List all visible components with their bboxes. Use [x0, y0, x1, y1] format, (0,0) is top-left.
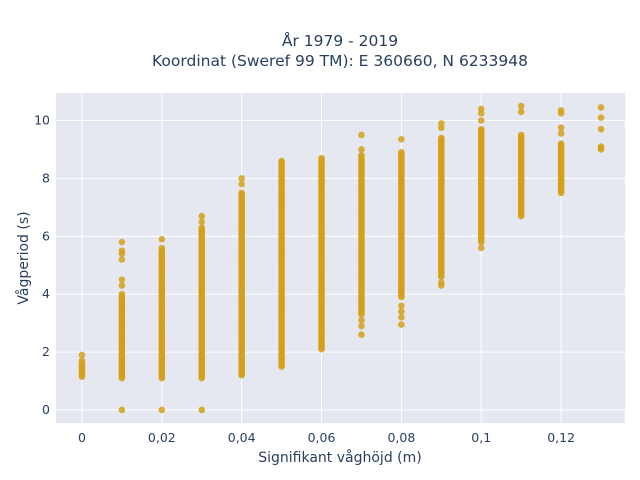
data-point [358, 316, 365, 324]
data-point [477, 117, 485, 124]
data-point [557, 124, 565, 132]
data-point [358, 151, 365, 159]
data-point [238, 175, 245, 182]
x-tick-label: 0 [78, 430, 86, 445]
data-point [78, 357, 86, 365]
chart-title-line-2: Koordinat (Sweref 99 TM): E 360660, N 62… [152, 52, 528, 70]
data-point [198, 224, 206, 231]
chart-title-line-1: År 1979 - 2019 [282, 31, 398, 50]
data-point [557, 130, 565, 137]
data-point [358, 146, 365, 153]
data-point [198, 406, 206, 414]
x-tick-label: 0,1 [471, 430, 491, 445]
data-point [398, 308, 405, 315]
data-point [477, 244, 485, 252]
x-tick-label: 0,06 [308, 430, 336, 445]
data-point [198, 218, 206, 226]
data-point [398, 302, 405, 310]
data-point [118, 290, 126, 298]
data-point [438, 279, 445, 286]
data-point [118, 256, 126, 263]
data-point [78, 351, 86, 359]
data-point [398, 314, 405, 321]
data-point [158, 406, 166, 414]
y-tick-label: 4 [42, 286, 50, 301]
data-point [438, 134, 445, 142]
data-point [158, 235, 166, 243]
data-point [358, 331, 365, 339]
data-point [557, 140, 565, 147]
data-point [118, 406, 126, 414]
data-point [438, 120, 445, 127]
data-point [318, 154, 325, 162]
x-tick-label: 0,12 [547, 430, 575, 445]
data-point [238, 180, 245, 188]
x-tick-label: 0,08 [387, 430, 415, 445]
data-point [118, 247, 126, 255]
y-tick-label: 6 [42, 228, 50, 243]
data-point [398, 149, 405, 156]
data-point [477, 105, 485, 113]
data-point [557, 107, 565, 114]
data-point [398, 136, 405, 143]
data-point [398, 321, 405, 328]
y-axis-title: Vågperiod (s) [15, 211, 32, 304]
data-point [358, 322, 365, 330]
y-tick-label: 8 [42, 170, 50, 185]
x-axis-title: Signifikant våghöjd (m) [258, 449, 421, 466]
data-point [597, 114, 605, 121]
plot-area [56, 93, 625, 423]
y-tick-label: 2 [42, 344, 50, 359]
data-point [238, 189, 245, 197]
data-point [517, 102, 525, 110]
data-point [597, 143, 605, 150]
data-point [358, 131, 365, 139]
y-tick-label: 0 [42, 402, 50, 417]
y-axis-ticks: 0 2 4 6 8 10 [34, 113, 50, 417]
data-points [78, 102, 605, 414]
y-tick-label: 10 [34, 113, 50, 128]
data-point [118, 238, 126, 246]
data-point [118, 276, 126, 284]
data-point [597, 104, 605, 111]
data-point [278, 157, 285, 165]
data-point [198, 212, 206, 220]
data-point [517, 108, 525, 116]
data-point [118, 282, 126, 289]
data-point [158, 244, 166, 252]
data-point [477, 125, 485, 133]
data-point [597, 125, 605, 133]
data-point [517, 131, 525, 139]
x-tick-label: 0,04 [228, 430, 256, 445]
x-axis-ticks: 0 0,02 0,04 0,06 0,08 0,1 0,12 [78, 430, 575, 445]
x-tick-label: 0,02 [148, 430, 176, 445]
